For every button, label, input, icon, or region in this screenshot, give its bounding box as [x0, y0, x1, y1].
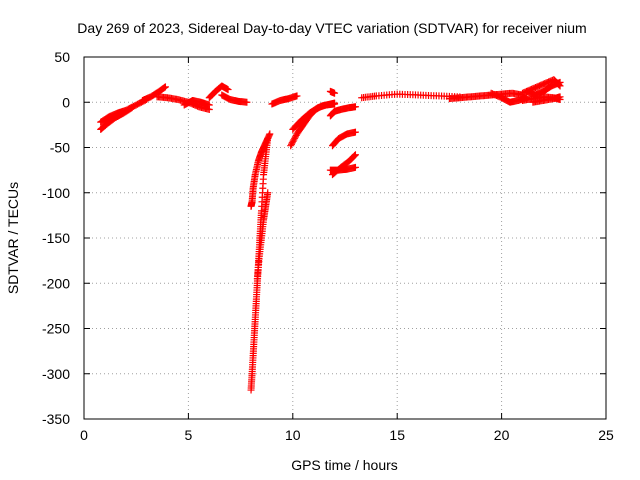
x-tick-label: 15	[389, 427, 405, 443]
data-point	[351, 128, 359, 136]
axes	[83, 56, 607, 420]
y-axis-label: SDTVAR / TECUs	[5, 182, 21, 294]
y-tick-label: -350	[42, 411, 70, 427]
y-tick-label: -300	[42, 366, 70, 382]
data-point	[288, 139, 296, 147]
series-arc-p	[328, 128, 359, 150]
data-point	[128, 104, 136, 112]
x-axis-label: GPS time / hours	[291, 457, 398, 473]
grid-lines	[84, 57, 606, 419]
data-point	[266, 130, 274, 138]
series-arc-r	[326, 163, 359, 174]
y-tick-label: -100	[42, 185, 70, 201]
data-point	[351, 152, 359, 160]
x-tick-label: 25	[598, 427, 614, 443]
series-arc-e	[180, 96, 213, 109]
data-point	[331, 100, 339, 108]
data-point	[205, 101, 213, 109]
y-tick-label: -250	[42, 321, 70, 337]
data-point	[287, 142, 295, 150]
data-point	[331, 89, 339, 97]
data-point	[127, 104, 135, 112]
series-arc-f	[205, 82, 232, 102]
data-point	[290, 136, 298, 144]
data-point	[351, 103, 359, 111]
data-point	[350, 152, 358, 160]
data-point	[161, 83, 169, 91]
series-arc-m	[289, 100, 339, 133]
data-point	[289, 137, 297, 145]
data-point	[556, 93, 564, 101]
series-arc-q	[326, 103, 359, 120]
y-tick-label: 50	[54, 49, 70, 65]
y-tick-label: 0	[62, 94, 70, 110]
y-tick-label: -150	[42, 230, 70, 246]
series-arc-b	[97, 104, 136, 133]
series-arc-i	[247, 130, 274, 210]
data-points	[97, 76, 564, 394]
y-tick-label: -50	[50, 140, 70, 156]
data-point	[291, 134, 299, 142]
data-point	[264, 189, 272, 197]
data-point	[224, 86, 232, 94]
x-tick-labels: 0 5 10 15 20 25	[80, 427, 614, 443]
data-point	[351, 151, 359, 159]
series-arc-g	[218, 91, 251, 106]
series-arc-j	[253, 189, 272, 283]
series-arc-s	[358, 90, 464, 102]
x-tick-label: 5	[185, 427, 193, 443]
data-point	[243, 98, 251, 106]
series-arc-y	[529, 93, 564, 106]
x-tick-label: 10	[285, 427, 301, 443]
data-point	[291, 133, 299, 141]
y-tick-labels: -350 -300 -250 -200 -150 -100 -50 0 50	[42, 49, 70, 427]
x-tick-label: 0	[80, 427, 88, 443]
x-tick-label: 20	[494, 427, 510, 443]
series-arc-n	[326, 87, 339, 97]
data-point	[287, 140, 295, 148]
series-arc-k	[268, 92, 301, 108]
y-tick-label: -200	[42, 275, 70, 291]
series-arc-x	[523, 78, 564, 99]
data-point	[351, 163, 359, 171]
chart-title: Day 269 of 2023, Sidereal Day-to-day VTE…	[77, 20, 586, 36]
data-point	[556, 78, 564, 86]
data-point	[293, 92, 301, 100]
plot-frame	[83, 56, 607, 420]
